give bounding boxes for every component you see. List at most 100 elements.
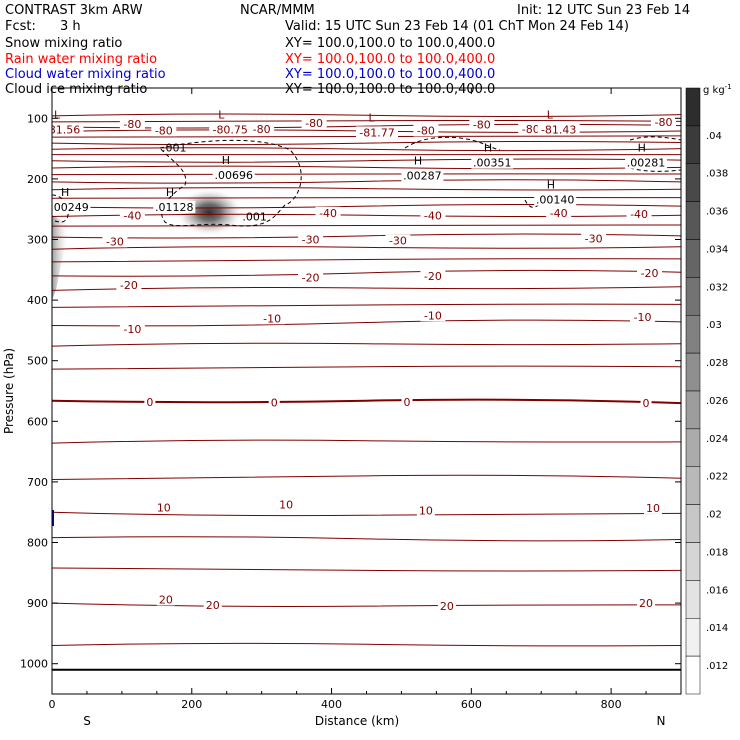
temperature-label: -30 bbox=[585, 232, 603, 245]
temperature-label: -80 bbox=[522, 123, 540, 136]
temperature-label: 0 bbox=[404, 396, 411, 409]
temperature-label: -80 bbox=[253, 123, 271, 136]
field-legend: Snow mixing ratio XY= 100.0,100.0 to 100… bbox=[5, 36, 495, 97]
isotherm-line bbox=[52, 187, 681, 191]
colorbar-label: .034 bbox=[706, 244, 728, 255]
colorbar-boxes bbox=[685, 87, 701, 695]
low-marker: L bbox=[218, 108, 225, 121]
contour-label-bg bbox=[249, 123, 275, 136]
isotherm-line bbox=[52, 140, 681, 146]
colorbar-box bbox=[685, 428, 701, 467]
forecast-value: 3 h bbox=[60, 19, 81, 34]
temperature-label: -80 bbox=[155, 124, 173, 137]
init-time: Init: 12 UTC Sun 23 Feb 14 bbox=[517, 3, 690, 18]
extremum-label-bg bbox=[153, 200, 196, 213]
contour-labels: -80 -80 -80 -80 -80 -80 -80 -80 -40 -40 -40 -40 -40 -… bbox=[52, 108, 677, 613]
temperature-label: 0 bbox=[643, 397, 650, 410]
north-label: N bbox=[657, 714, 666, 728]
plot-frame bbox=[51, 87, 682, 695]
temperature-label: -40 bbox=[319, 207, 337, 220]
x-tick-label: 200 bbox=[181, 698, 202, 711]
colorbar-label: .03 bbox=[706, 320, 722, 331]
colorbar-label: .032 bbox=[706, 282, 728, 293]
isotherm-line bbox=[52, 567, 681, 572]
y-tick-label: 100 bbox=[27, 112, 48, 125]
isotherm-line bbox=[52, 642, 681, 647]
cloud-ice-contours bbox=[52, 136, 681, 227]
field-xy-snow: XY= 100.0,100.0 to 100.0,400.0 bbox=[285, 36, 495, 51]
colorbar-box bbox=[685, 125, 701, 164]
colorbar-box bbox=[685, 542, 701, 581]
temperature-label: 0 bbox=[271, 397, 278, 410]
extremum-label-bg bbox=[209, 123, 252, 136]
isotherm-line bbox=[52, 224, 681, 227]
ice-contour-label: .001 bbox=[242, 210, 267, 223]
temperature-label: -80 bbox=[123, 118, 141, 131]
extremum-label-bg bbox=[625, 156, 668, 169]
colorbar-box bbox=[685, 580, 701, 619]
colorbar-box bbox=[685, 655, 701, 695]
extremum-label-bg bbox=[212, 168, 255, 181]
x-tick-label: 0 bbox=[49, 698, 56, 711]
contour-label-bg bbox=[416, 504, 435, 517]
extremum-value: .00351 bbox=[473, 157, 512, 170]
extremum-label-bg bbox=[355, 126, 398, 139]
figure-title: CONTRAST 3km ARW bbox=[5, 3, 143, 18]
colorbar-label: .012 bbox=[706, 661, 728, 672]
temperature-label: 20 bbox=[159, 593, 173, 606]
field-name-cloud-ice: Cloud ice mixing ratio bbox=[5, 82, 147, 97]
center-label: NCAR/MMM bbox=[240, 3, 315, 18]
colorbar-label: .028 bbox=[706, 358, 728, 369]
contour-label-bg bbox=[119, 323, 145, 336]
low-marker: L bbox=[369, 111, 376, 124]
colorbar-label: .038 bbox=[706, 169, 728, 180]
colorbar-box bbox=[685, 618, 701, 657]
temperature-label: -20 bbox=[120, 279, 138, 292]
colorbar-label: .024 bbox=[706, 434, 728, 445]
plot-area: -80 -80 -80 -80 -80 -80 -80 -80 -40 -40 -40 -40 -40 -… bbox=[52, 108, 681, 647]
y-tick-label: 400 bbox=[27, 294, 48, 307]
field-name-cloud-water: Cloud water mixing ratio bbox=[5, 67, 166, 82]
temperature-label: -80 bbox=[305, 117, 323, 130]
isotherm-line bbox=[52, 342, 681, 347]
temperature-label: 10 bbox=[279, 498, 293, 511]
temperature-label: 20 bbox=[206, 599, 220, 612]
ice-contour-line bbox=[629, 167, 681, 172]
high-marker: H bbox=[61, 186, 69, 199]
contour-label-bg bbox=[119, 117, 145, 130]
isotherm-line bbox=[52, 120, 681, 123]
temperature-contours bbox=[52, 113, 681, 647]
extremum-value: -80.75 bbox=[212, 123, 247, 136]
extremum-value: -81.77 bbox=[359, 126, 394, 139]
contour-label-bg bbox=[420, 269, 446, 282]
temperature-label: -80 bbox=[655, 116, 673, 129]
temperature-label: -80 bbox=[417, 124, 435, 137]
colorbar-box bbox=[685, 352, 701, 392]
contour-label-bg bbox=[546, 206, 572, 219]
extremum-label-bg bbox=[52, 123, 84, 136]
colorbar-label: .014 bbox=[706, 623, 728, 634]
isotherm-line bbox=[52, 204, 681, 209]
temperature-label: -10 bbox=[263, 312, 281, 325]
cloud-water-patch bbox=[52, 510, 54, 526]
high-marker: H bbox=[638, 142, 646, 155]
colorbar-box bbox=[685, 277, 701, 316]
colorbar-label: .02 bbox=[706, 510, 722, 521]
temperature-label: -20 bbox=[302, 272, 320, 285]
colorbar-label: .026 bbox=[706, 396, 728, 407]
contour-label-bg bbox=[469, 118, 495, 131]
extremum-value: .00140 bbox=[536, 194, 575, 207]
field-xy-cloud-ice: XY= 100.0,100.0 to 100.0,400.0 bbox=[285, 82, 495, 97]
isotherm-line bbox=[52, 365, 681, 370]
extremum-label-bg bbox=[537, 123, 580, 136]
contour-label-bg bbox=[203, 598, 222, 611]
contour-label-bg bbox=[298, 233, 324, 246]
field-xy-cloud-water: XY= 100.0,100.0 to 100.0,400.0 bbox=[285, 67, 495, 82]
temperature-label: 10 bbox=[646, 502, 660, 515]
forecast-label: Fcst: bbox=[5, 19, 36, 34]
contour-label-bg bbox=[119, 209, 145, 222]
temperature-label: 20 bbox=[639, 597, 653, 610]
temperature-label: -40 bbox=[123, 209, 141, 222]
contour-label-bg bbox=[301, 117, 327, 130]
contour-label-bg bbox=[626, 208, 652, 221]
